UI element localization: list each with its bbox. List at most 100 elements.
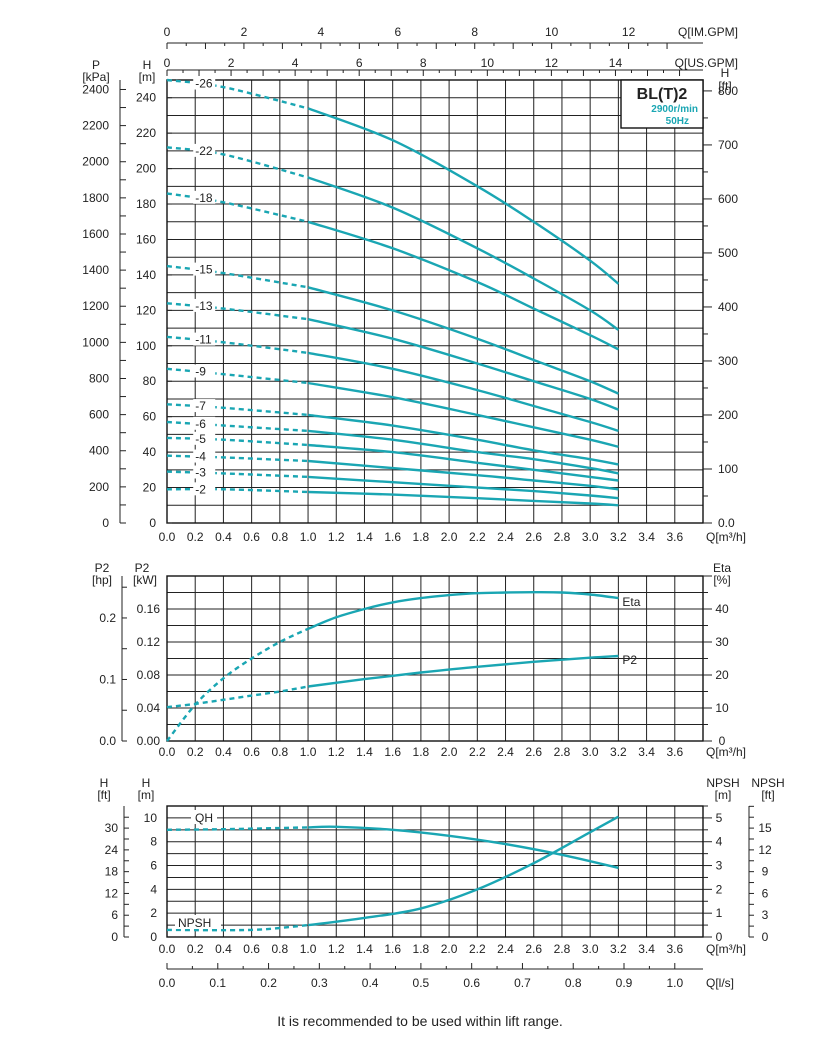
npsh-curve-dashed xyxy=(166,923,309,932)
h-m-tick-label: 220 xyxy=(136,126,156,140)
npsh-m-tick-label: 5 xyxy=(716,811,723,825)
qh-x-tick-label: 1.8 xyxy=(413,530,430,544)
npsh-ft-axis-unit: [ft] xyxy=(761,788,774,802)
npsh-h-m-tick-label: 10 xyxy=(144,811,158,825)
qh-x-tick-label: 3.6 xyxy=(666,530,683,544)
qh-x-tick-label: 2.2 xyxy=(469,530,486,544)
eta-tick-label: 20 xyxy=(715,668,729,682)
model-name: BL(T)2 xyxy=(637,86,688,103)
h-ft-axis-label: H xyxy=(721,66,730,80)
npsh-h-m-axis-label: H xyxy=(142,776,151,790)
stage-label-bg xyxy=(193,143,216,157)
npsh-frame xyxy=(166,805,704,938)
hp-axis-label: P2 xyxy=(95,561,110,575)
qh-frame xyxy=(166,79,704,524)
kw-tick-label: 0.00 xyxy=(137,734,161,748)
h-m-tick-label: 240 xyxy=(136,91,156,105)
p2-series-label: Eta xyxy=(622,595,640,609)
us-gpm-tick-label: 8 xyxy=(420,56,427,70)
qh-curve-stage-15-dashed xyxy=(166,264,309,289)
npsh-x-tick-label: 0.2 xyxy=(187,942,204,956)
h-m-tick-label: 0 xyxy=(149,516,156,530)
stage-label-bg xyxy=(193,332,216,346)
h-ft-tick-label: 0.0 xyxy=(718,516,735,530)
npsh-m-tick-label: 4 xyxy=(716,835,723,849)
qh-curve-stage-15-solid xyxy=(307,286,619,395)
us-gpm-tick-label: 4 xyxy=(292,56,299,70)
im-gpm-tick-label: 4 xyxy=(318,25,325,39)
ls-tick-label: 0.1 xyxy=(209,976,226,990)
npsh-x-units: Q[m³/h] xyxy=(706,942,746,956)
us-gpm-tick-label: 14 xyxy=(609,56,623,70)
npsh-x-tick-label: 0.4 xyxy=(215,942,232,956)
ls-tick-label: 0.0 xyxy=(159,976,176,990)
npsh-m-tick-label: 3 xyxy=(716,859,723,873)
qh-curve-stage-13-solid xyxy=(307,318,619,411)
stage-label: -11 xyxy=(195,333,212,347)
kw-tick-label: 0.16 xyxy=(137,602,161,616)
p2-x-tick-label: 0.0 xyxy=(159,745,176,759)
p2-curve-eta-dashed xyxy=(166,627,309,742)
npsh-h-ft-tick-label: 6 xyxy=(111,908,118,922)
npsh-x-tick-label: 1.0 xyxy=(300,942,317,956)
stage-label: -3 xyxy=(195,465,206,479)
p2-x-tick-label: 2.0 xyxy=(441,745,458,759)
ls-tick-label: 0.3 xyxy=(311,976,328,990)
kpa-tick-label: 2000 xyxy=(82,155,109,169)
h-m-tick-label: 200 xyxy=(136,162,156,176)
single-stage-qh-curve-dashed xyxy=(166,826,309,831)
stage-label: -6 xyxy=(195,417,206,431)
qh-curve-stage-26-dashed xyxy=(166,78,309,110)
stage-label-bg xyxy=(193,416,216,430)
qh-curve-stage-5-dashed xyxy=(166,436,309,447)
stage-label-bg xyxy=(193,190,216,204)
eta-tick-label: 10 xyxy=(715,701,729,715)
npsh-ft-tick-label: 6 xyxy=(762,886,769,900)
npsh-x-tick-label: 3.2 xyxy=(610,942,627,956)
stage-label-bg xyxy=(193,431,216,445)
qh-x-tick-label: 2.4 xyxy=(497,530,514,544)
kw-tick-label: 0.08 xyxy=(137,668,161,682)
model-speed: 2900r/min xyxy=(651,104,698,115)
kpa-axis-unit: [kPa] xyxy=(82,70,109,84)
npsh-h-m-tick-label: 0 xyxy=(150,930,157,944)
npsh-m-tick-label: 2 xyxy=(716,882,723,896)
npsh-h-m-tick-label: 8 xyxy=(150,835,157,849)
npsh-x-tick-label: 3.6 xyxy=(666,942,683,956)
p2-x-tick-label: 3.6 xyxy=(666,745,683,759)
qh-x-tick-label: 0.8 xyxy=(271,530,288,544)
h-m-axis-label: H xyxy=(143,58,152,72)
kpa-tick-label: 1600 xyxy=(82,227,109,241)
p2-x-tick-label: 2.6 xyxy=(525,745,542,759)
stage-label-bg xyxy=(193,465,216,479)
kpa-tick-label: 600 xyxy=(89,408,109,422)
ls-tick-label: 0.8 xyxy=(565,976,582,990)
h-m-tick-label: 180 xyxy=(136,197,156,211)
p2-x-tick-label: 0.2 xyxy=(187,745,204,759)
p2-x-tick-label: 2.2 xyxy=(469,745,486,759)
qh-curve-stage-18-dashed xyxy=(166,192,309,223)
p2-x-tick-label: 1.8 xyxy=(413,745,430,759)
hp-axis-unit: [hp] xyxy=(92,573,112,587)
qh-curve-stage-13-dashed xyxy=(166,302,309,321)
us-gpm-axis-label: Q[US.GPM] xyxy=(675,56,738,70)
qh-curve-stage-5-solid xyxy=(307,443,619,482)
qh-x-tick-label: 0.4 xyxy=(215,530,232,544)
qh-curve-stage-4-dashed xyxy=(166,454,309,463)
npsh-x-tick-label: 0.6 xyxy=(243,942,260,956)
npsh-x-tick-label: 3.0 xyxy=(582,942,599,956)
npsh-m-tick-label: 1 xyxy=(716,906,723,920)
h-ft-tick-label: 800 xyxy=(718,84,738,98)
h-m-tick-label: 140 xyxy=(136,268,156,282)
npsh-curve-solid xyxy=(307,815,619,927)
npsh-ft-tick-label: 0 xyxy=(762,930,769,944)
qh-x-tick-label: 2.0 xyxy=(441,530,458,544)
qh-x-units: Q[m³/h] xyxy=(706,530,746,544)
ls-tick-label: 0.5 xyxy=(413,976,430,990)
qh-x-tick-label: 2.6 xyxy=(525,530,542,544)
eta-axis-label: Eta xyxy=(713,561,731,575)
eta-tick-label: 40 xyxy=(715,602,729,616)
npsh-h-m-tick-label: 2 xyxy=(150,906,157,920)
